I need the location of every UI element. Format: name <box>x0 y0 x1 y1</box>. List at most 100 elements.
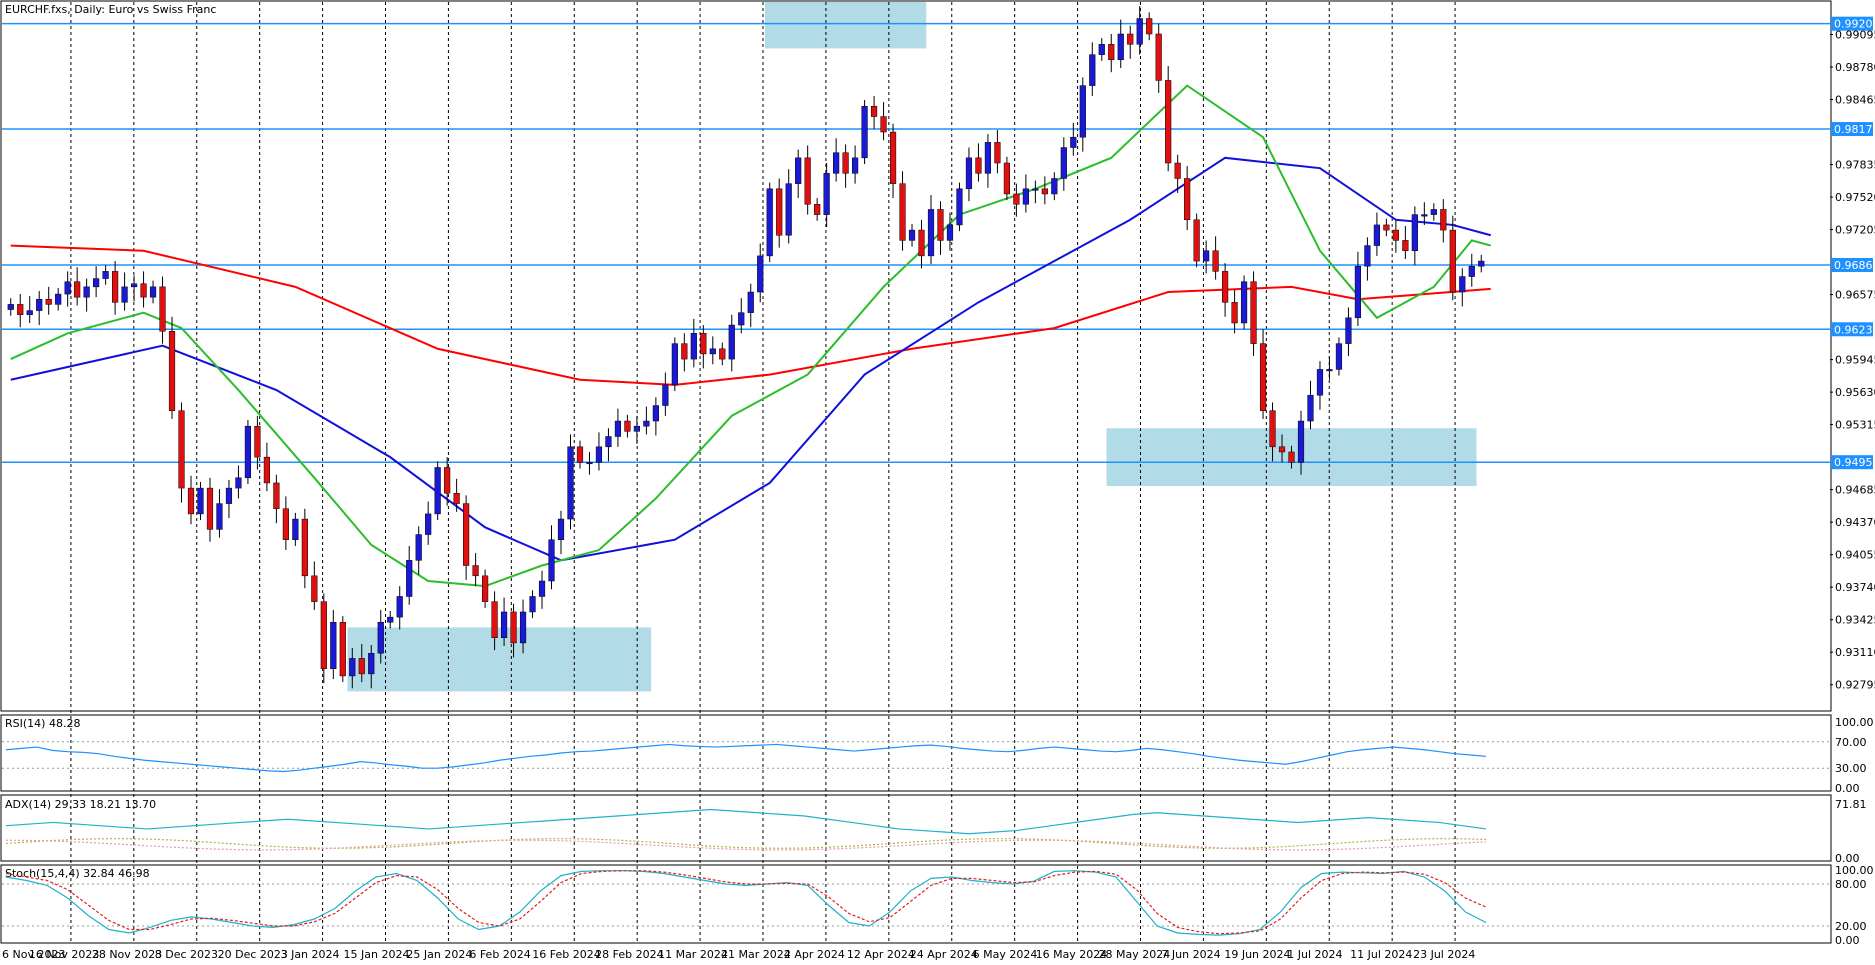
candle-bullish <box>1468 265 1475 277</box>
candle-bearish <box>1222 271 1229 303</box>
adx-panel: ADX(14) 29.33 18.21 13.70 <box>0 794 1832 862</box>
candle-bullish <box>1373 224 1380 246</box>
candle-bullish <box>434 467 441 515</box>
rsi-tick-label: 70.00 <box>1835 736 1867 749</box>
candle-bearish <box>1440 209 1447 231</box>
candle-bullish <box>406 560 413 597</box>
candle-bullish <box>1022 188 1029 205</box>
candle-bullish <box>709 348 716 355</box>
candle-bullish <box>633 425 640 432</box>
date-label: 1 Jul 2024 <box>1287 948 1342 961</box>
candle-bullish <box>757 255 764 293</box>
date-label: 3 Jan 2024 <box>281 948 340 961</box>
candle-bullish <box>235 477 242 489</box>
candle-bullish <box>1136 18 1143 45</box>
candle-bullish <box>377 622 384 654</box>
candle-bearish <box>482 575 489 602</box>
candle-bearish <box>178 410 185 489</box>
candle-bearish <box>1383 224 1390 231</box>
candle-bullish <box>197 487 204 515</box>
candle-bullish <box>690 333 697 360</box>
level-badge-4 <box>1831 455 1873 470</box>
candle-bearish <box>282 508 289 540</box>
candle-bullish <box>529 596 536 613</box>
candle-bearish <box>1184 178 1191 221</box>
candle-bearish <box>444 467 451 494</box>
candle-bullish <box>1478 260 1485 267</box>
candle-bearish <box>1003 162 1010 195</box>
candle-bullish <box>36 298 43 311</box>
candle-bullish <box>548 539 555 582</box>
candle-bullish <box>1032 188 1039 191</box>
candle-bearish <box>975 157 982 174</box>
date-label: 28 Feb 2024 <box>595 948 663 961</box>
candle-bearish <box>1013 193 1020 205</box>
candle-bullish <box>349 658 356 677</box>
candle-bullish <box>26 310 33 315</box>
date-label: 11 Jul 2024 <box>1350 948 1412 961</box>
adx-panel-frame <box>0 794 1832 862</box>
adx-header: ADX(14) 29.33 18.21 13.70 <box>5 798 156 811</box>
adx-minus-di-line <box>5 839 1487 851</box>
candle-bullish <box>823 173 830 215</box>
candle-bullish <box>795 157 802 184</box>
main-panel-frame <box>0 0 1832 712</box>
date-label: 6 Nov 2023 <box>2 948 65 961</box>
candle-bullish <box>1098 44 1105 55</box>
candle-bullish <box>1316 369 1324 396</box>
candle-bullish <box>1345 317 1352 344</box>
date-label: 12 Apr 2024 <box>847 948 915 961</box>
candle-bullish <box>1240 281 1248 324</box>
candle-bullish <box>225 487 233 504</box>
candle-bearish <box>358 658 365 675</box>
stoch-header: Stoch(15,4,4) 32.84 46.98 <box>5 867 150 880</box>
candle-bullish <box>1203 250 1210 262</box>
level-label-1: 0.98179 <box>1834 123 1875 136</box>
price-tick-label: 0.97205 <box>1835 224 1875 237</box>
stoch-panel: Stoch(15,4,4) 32.84 46.98 <box>0 864 1832 944</box>
date-label: 28 May 2024 <box>1099 948 1171 961</box>
candle-bullish <box>557 518 565 540</box>
date-label: 6 May 2024 <box>973 948 1038 961</box>
candle-bearish <box>187 487 195 515</box>
candle-bullish <box>1335 343 1343 370</box>
candle-bearish <box>624 420 631 432</box>
candle-bearish <box>719 348 726 360</box>
zone-1 <box>347 627 652 692</box>
price-tick-label: 0.94685 <box>1835 484 1875 497</box>
candle-bullish <box>785 183 792 236</box>
candle-bullish <box>538 580 546 597</box>
candle-bearish <box>273 482 280 509</box>
date-label: 16 May 2024 <box>1036 948 1108 961</box>
candle-bullish <box>965 157 973 190</box>
candle-bearish <box>899 183 906 241</box>
level-badge-1 <box>1831 122 1873 137</box>
candle-bearish <box>74 281 81 298</box>
stoch-tick-label: 80.00 <box>1835 878 1867 891</box>
price-tick-label: 0.93425 <box>1835 614 1875 627</box>
candle-bullish <box>738 312 745 326</box>
candle-bullish <box>1459 276 1466 293</box>
candle-bullish <box>728 324 735 360</box>
candle-bearish <box>140 283 147 298</box>
candle-bullish <box>1079 85 1086 138</box>
candle-bearish <box>1108 44 1115 61</box>
candle-bullish <box>415 534 422 561</box>
main-panel: EURCHF.fxs, Daily: Euro vs Swiss Franc <box>0 0 1832 712</box>
level-label-4: 0.94951 <box>1834 456 1875 469</box>
ma-50-line <box>10 156 1492 562</box>
candle-bullish <box>425 513 432 535</box>
candle-bearish <box>339 622 346 677</box>
candle-bearish <box>937 209 944 241</box>
candle-bearish <box>159 286 166 332</box>
candle-bearish <box>1165 80 1172 164</box>
candle-bearish <box>889 131 897 184</box>
candle-bearish <box>463 503 470 566</box>
ma-200-line <box>10 244 1491 386</box>
candle-bullish <box>614 420 622 437</box>
candle-bullish <box>292 518 299 540</box>
rsi-line <box>5 743 1487 773</box>
